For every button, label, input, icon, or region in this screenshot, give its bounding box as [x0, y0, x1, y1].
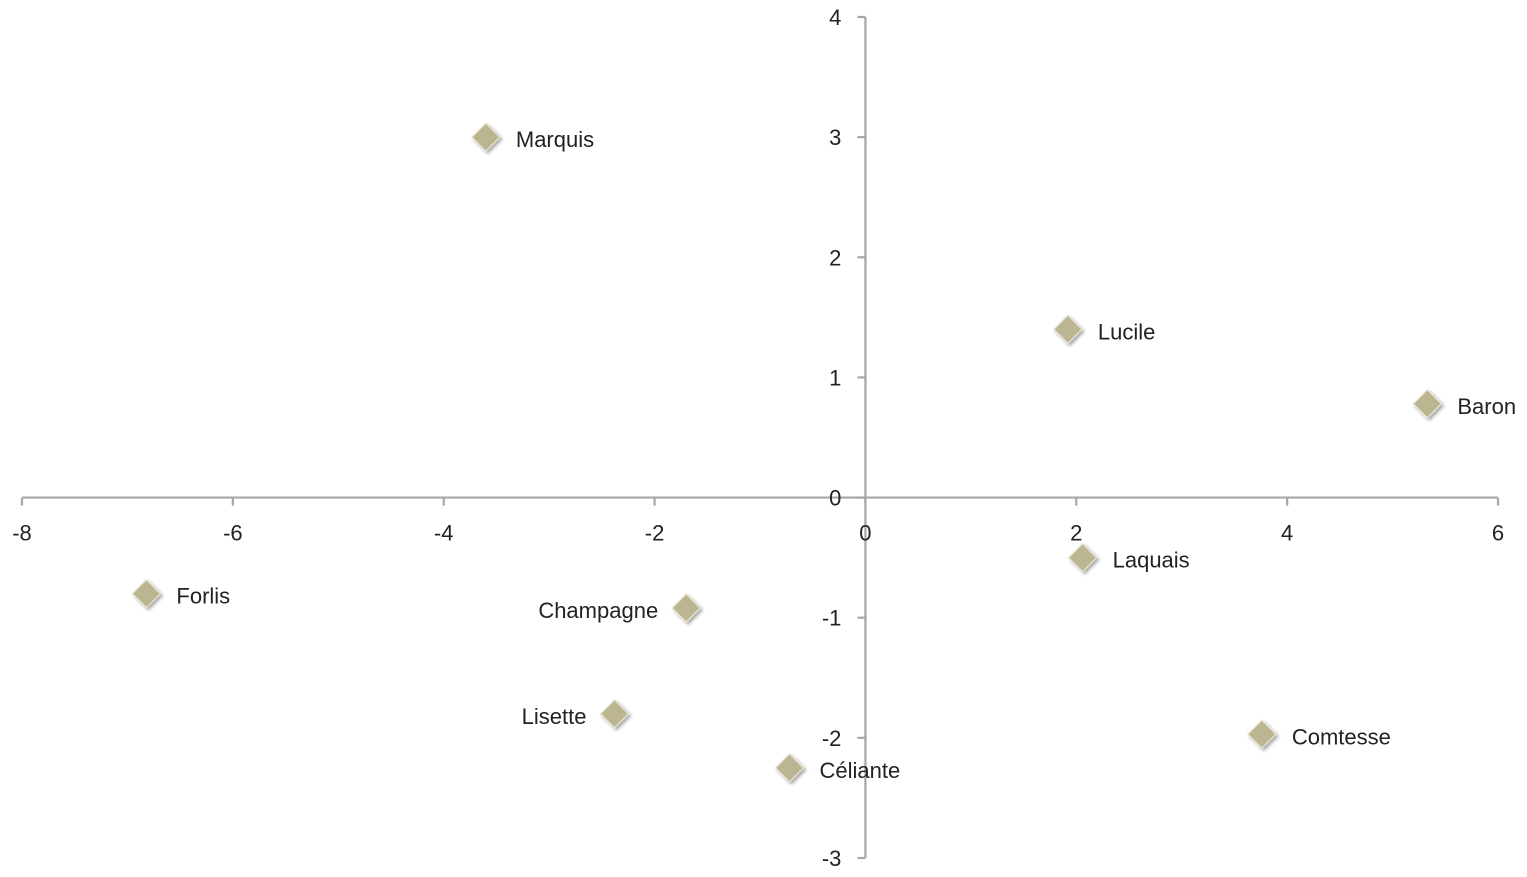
diamond-marker	[599, 698, 630, 729]
x-tick-label: 2	[1070, 521, 1082, 546]
diamond-marker	[774, 753, 805, 783]
point-label: Champagne	[538, 598, 658, 623]
y-tick-label: 1	[829, 365, 841, 390]
axes-layer	[22, 17, 1498, 858]
point-label: Lisette	[522, 704, 587, 729]
y-tick-label: -3	[822, 846, 842, 871]
x-tick-label: 4	[1281, 521, 1293, 546]
data-point: Forlis	[131, 578, 230, 609]
data-point: Champagne	[538, 593, 702, 623]
data-point: Laquais	[1067, 542, 1190, 573]
points-layer: Marquis Lucile Baron Forlis Champagne Laquais…	[131, 122, 1516, 783]
y-tick-label: -1	[822, 606, 842, 631]
y-tick-label: 2	[829, 245, 841, 270]
point-label: Céliante	[820, 758, 901, 783]
diamond-marker	[131, 578, 162, 609]
data-point: Lisette	[522, 698, 630, 729]
y-tick-label: -2	[822, 726, 842, 751]
point-label: Laquais	[1113, 548, 1190, 573]
data-point: Lucile	[1053, 314, 1155, 345]
x-tick-label: -8	[12, 521, 32, 546]
point-label: Marquis	[516, 127, 594, 152]
data-point: Marquis	[471, 122, 594, 152]
diamond-marker	[1067, 542, 1098, 573]
y-tick-label: 4	[829, 5, 841, 30]
x-tick-label: -6	[223, 521, 243, 546]
diamond-marker	[1412, 389, 1443, 419]
point-label: Lucile	[1098, 319, 1155, 344]
point-label: Forlis	[176, 584, 230, 609]
x-tick-label: 6	[1492, 521, 1504, 546]
point-label: Comtesse	[1292, 724, 1391, 749]
y-tick-label: 3	[829, 125, 841, 150]
ticks-layer: -8 -6 -4 -2 0 2 4 6 -3 -2 -1 0 1 2 3 4	[12, 5, 1504, 871]
diamond-marker	[471, 122, 501, 152]
x-tick-label: 0	[859, 521, 871, 546]
diamond-marker	[1246, 719, 1277, 750]
data-point: Baron	[1412, 389, 1516, 419]
diamond-marker	[671, 593, 702, 623]
data-point: Comtesse	[1246, 719, 1391, 750]
diamond-marker	[1053, 314, 1083, 345]
data-point: Céliante	[774, 753, 901, 783]
x-tick-label: -4	[434, 521, 454, 546]
point-label: Baron	[1457, 394, 1516, 419]
y-tick-label: 0	[829, 486, 841, 511]
x-tick-label: -2	[645, 521, 665, 546]
